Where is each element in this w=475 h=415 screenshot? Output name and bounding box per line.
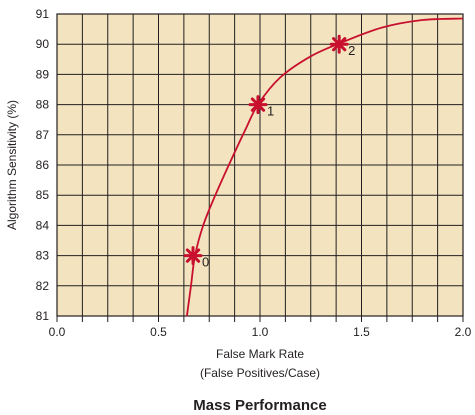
y-tick-label: 91 <box>36 7 50 21</box>
x-tick-label: 1.5 <box>353 325 370 339</box>
x-tick-label: 0.0 <box>49 325 66 339</box>
operating-point-label: 2 <box>348 43 355 58</box>
y-tick-label: 83 <box>36 249 50 263</box>
operating-point-label: 1 <box>267 104 274 119</box>
operating-points: 0 1 2 <box>183 34 355 270</box>
y-tick-label: 84 <box>36 218 50 232</box>
operating-point-marker <box>248 95 268 115</box>
asterisk-stroke <box>332 37 347 52</box>
asterisk-stroke <box>250 97 266 112</box>
y-axis-label: Algorithm Sensitivity (%) <box>5 100 19 230</box>
y-tick-label: 86 <box>36 158 50 172</box>
x-axis-tick-labels: 0.0 0.5 1.0 1.5 2.0 <box>49 325 472 339</box>
x-tick-label: 2.0 <box>455 325 472 339</box>
y-tick-label: 88 <box>36 98 50 112</box>
operating-point-label: 0 <box>202 255 209 270</box>
y-axis-tick-labels: 81 82 83 84 85 86 87 88 89 90 91 <box>36 7 50 323</box>
chart-title: Mass Performance <box>193 397 326 414</box>
x-tick-label: 0.5 <box>150 325 167 339</box>
x-axis-label-subtitle: (False Positives/Case) <box>200 366 320 380</box>
operating-point-marker <box>329 34 349 54</box>
x-axis-label: False Mark Rate <box>216 347 304 361</box>
x-axis-ticks <box>56 316 464 322</box>
y-tick-label: 85 <box>36 188 50 202</box>
asterisk-stroke <box>185 248 201 263</box>
y-tick-label: 81 <box>36 309 50 323</box>
y-tick-label: 87 <box>36 128 50 142</box>
x-tick-label: 1.0 <box>252 325 269 339</box>
operating-point-marker <box>183 246 203 266</box>
y-tick-label: 89 <box>36 67 50 81</box>
y-tick-label: 90 <box>36 37 50 51</box>
y-tick-label: 82 <box>36 279 50 293</box>
